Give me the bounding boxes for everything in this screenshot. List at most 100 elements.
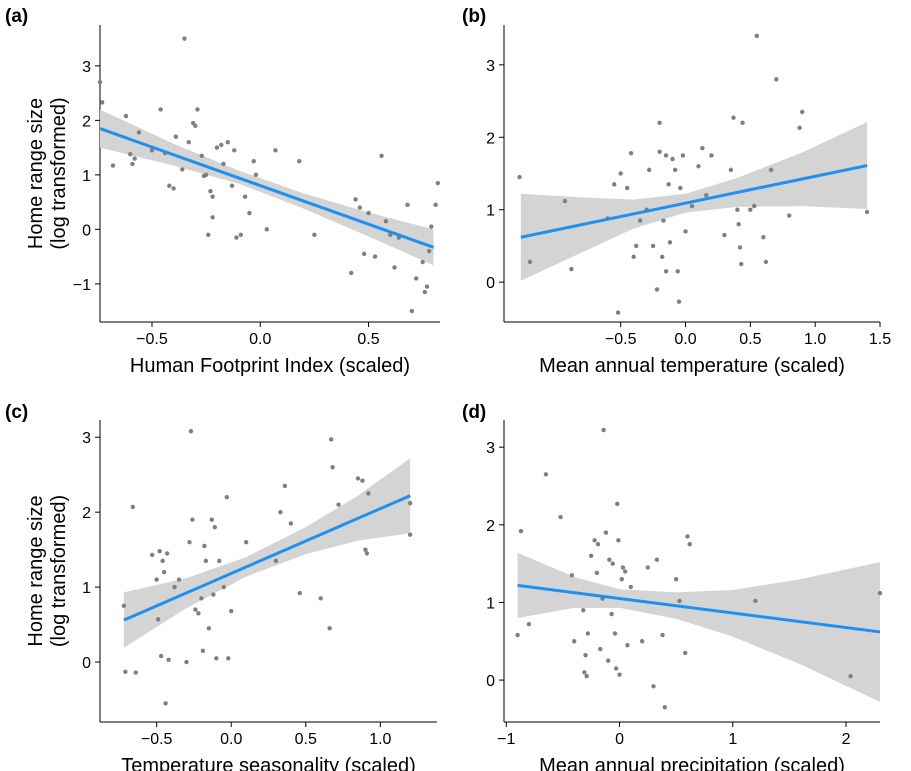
data-point (188, 429, 194, 434)
data-point (273, 558, 279, 564)
x-tick-label: 0.5 (295, 731, 317, 748)
data-point (582, 670, 587, 675)
y-tick-label: 1 (82, 168, 91, 185)
data-point (409, 308, 415, 314)
data-point (787, 213, 792, 218)
data-point (660, 632, 665, 638)
data-point (193, 607, 198, 612)
data-point (615, 501, 620, 507)
data-point (562, 198, 568, 204)
x-tick-label: 1 (728, 731, 737, 748)
data-point (225, 139, 230, 145)
data-point (158, 107, 163, 112)
data-point (253, 172, 259, 178)
data-point (166, 657, 171, 663)
data-point (196, 611, 201, 616)
data-point (210, 215, 215, 220)
data-point (219, 142, 224, 148)
data-point (617, 672, 622, 677)
data-point (366, 210, 371, 216)
data-point (405, 202, 410, 208)
data-point (420, 259, 425, 265)
data-point (407, 532, 413, 537)
data-point (680, 153, 686, 158)
data-point (212, 524, 218, 530)
data-point (696, 164, 701, 169)
y-tick-label: 1 (82, 580, 91, 597)
data-point (243, 539, 249, 545)
data-point (598, 646, 603, 652)
y-tick-label: 0 (486, 673, 495, 690)
data-point (647, 167, 652, 173)
data-point (752, 203, 757, 209)
data-point (670, 156, 675, 162)
data-point (583, 653, 588, 658)
data-point (735, 207, 740, 212)
x-tick-label: 1.5 (869, 331, 891, 348)
data-point (657, 149, 662, 154)
x-axis-label: Mean annual temperature (scaled) (539, 355, 845, 377)
data-point (130, 161, 135, 167)
data-point (605, 658, 611, 663)
y-axis-label: (log transformed) (48, 495, 70, 647)
data-point (763, 259, 769, 265)
y-tick-label: 3 (82, 59, 91, 76)
data-point (247, 210, 252, 216)
data-point (651, 684, 656, 689)
data-point (739, 261, 744, 267)
fit-line (99, 127, 435, 249)
data-point (435, 180, 441, 186)
data-point (136, 130, 142, 135)
data-point (130, 504, 136, 510)
data-point (132, 156, 137, 161)
data-point (628, 151, 634, 156)
data-point (297, 159, 302, 164)
data-point (422, 289, 428, 295)
data-point (349, 270, 354, 276)
data-point (273, 148, 278, 153)
data-point (429, 224, 434, 229)
data-point (327, 626, 332, 631)
data-point (609, 611, 614, 617)
data-point (318, 596, 323, 601)
data-point (628, 584, 634, 590)
data-point (110, 163, 116, 168)
data-point (592, 538, 597, 543)
x-axis-label: Human Footprint Index (scaled) (130, 355, 410, 377)
y-tick-label: 0 (486, 275, 495, 292)
data-point (312, 232, 317, 238)
data-point (234, 235, 239, 240)
x-tick-label: 1.0 (804, 331, 826, 348)
data-point (677, 598, 682, 604)
data-point (199, 596, 204, 601)
data-point (761, 235, 766, 240)
data-point (195, 107, 200, 112)
data-point (754, 33, 760, 39)
y-tick-label: 3 (486, 58, 495, 75)
data-point (336, 502, 341, 507)
panel-label: (a) (5, 6, 28, 27)
data-point (619, 576, 624, 582)
data-point (190, 517, 195, 522)
data-point (217, 558, 222, 564)
data-point (200, 648, 206, 654)
data-point (800, 109, 805, 115)
data-point (612, 631, 618, 636)
y-tick-label: 1 (486, 203, 495, 220)
data-point (650, 243, 656, 249)
data-point (748, 207, 753, 212)
data-point (242, 194, 248, 199)
data-point (214, 656, 219, 661)
data-point (206, 626, 212, 631)
data-point (193, 123, 198, 129)
x-tick-label: 0.0 (220, 731, 242, 748)
data-point (97, 80, 103, 85)
x-tick-label: −0.5 (141, 731, 173, 748)
data-point (172, 584, 177, 590)
x-tick-label: −0.5 (136, 331, 168, 348)
data-point (526, 621, 532, 627)
data-point (676, 299, 682, 304)
data-point (229, 183, 235, 188)
data-point (251, 159, 256, 164)
